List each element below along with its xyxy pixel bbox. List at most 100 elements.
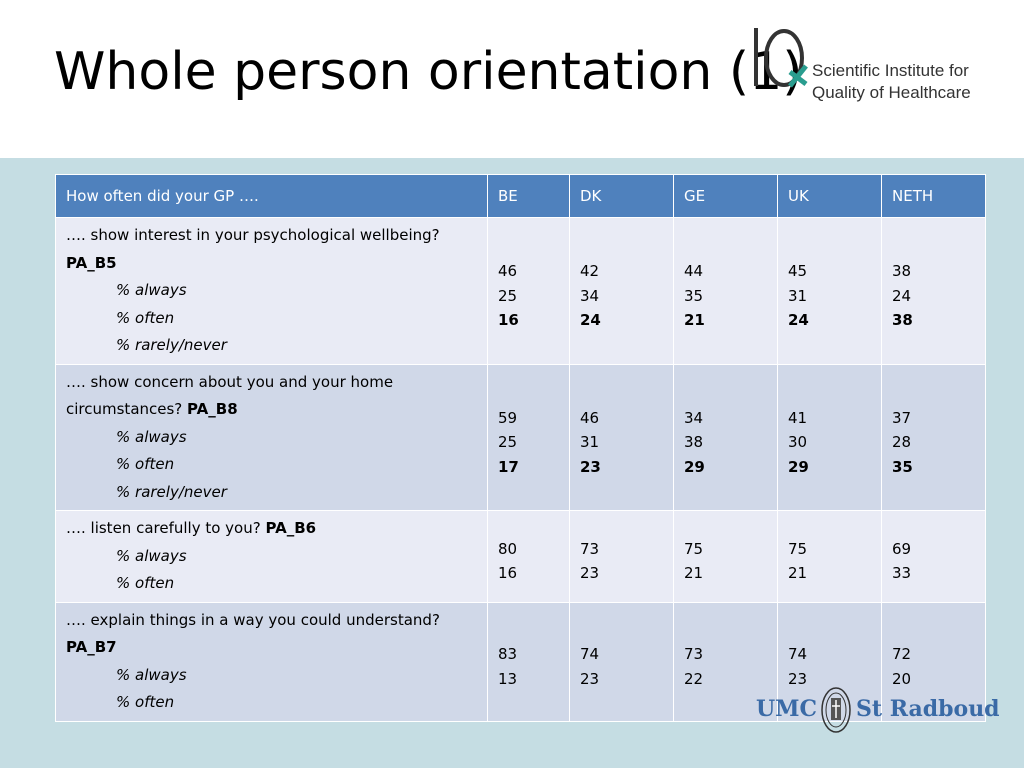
value: 74	[788, 645, 808, 663]
value: 31	[580, 433, 600, 451]
value: 21	[788, 564, 808, 583]
question-text: …. show interest in your psychological w…	[66, 226, 440, 244]
slide-title: Whole person orientation (1)	[54, 42, 803, 102]
value: 59	[498, 408, 518, 427]
value: 21	[684, 564, 704, 583]
value: 75	[684, 539, 704, 558]
value: 23	[788, 669, 808, 688]
value-cell-be: 83 13	[487, 601, 570, 722]
value: 38	[892, 262, 912, 280]
value: 35	[684, 286, 704, 305]
value-cell-neth: 37 28 35	[881, 363, 986, 511]
table-header-row: How often did your GP …. BE DK GE UK NET…	[55, 174, 986, 218]
option-label: % always	[116, 427, 187, 446]
header-dk: DK	[569, 174, 674, 218]
value-cell-ge: 34 38 29	[673, 363, 778, 511]
value: 29	[788, 457, 809, 476]
umc-logo-left-text: UMC	[756, 696, 818, 722]
umc-logo-right-text: St Radboud	[856, 696, 1000, 722]
value-cell-neth: 38 24 38	[881, 217, 986, 365]
value: 20	[892, 669, 912, 688]
value: 21	[684, 311, 705, 329]
header-ge: GE	[673, 174, 778, 218]
iq-logo-line2: Quality of Healthcare	[812, 83, 971, 102]
value: 34	[684, 408, 704, 427]
value: 29	[684, 457, 705, 476]
value: 44	[684, 262, 704, 280]
value: 80	[498, 539, 518, 558]
question-cell: …. show interest in your psychological w…	[55, 217, 488, 365]
question-cell: …. listen carefully to you? PA_B6 % alwa…	[55, 510, 488, 603]
iq-logo: Scientific Institute for Quality of Heal…	[748, 22, 1008, 122]
value-cell-uk: 41 30 29	[777, 363, 882, 511]
value: 42	[580, 262, 600, 280]
question-code: PA_B6	[265, 519, 317, 537]
value: 45	[788, 262, 808, 280]
option-label: % always	[116, 546, 187, 565]
value: 83	[498, 645, 518, 663]
value-cell-neth: 69 33	[881, 510, 986, 603]
value-cell-ge: 73 22	[673, 601, 778, 722]
option-label: % rarely/never	[116, 336, 227, 354]
value: 24	[580, 311, 601, 329]
value: 23	[580, 457, 601, 476]
table-row: …. explain things in a way you could und…	[55, 601, 986, 722]
value-cell-dk: 42 34 24	[569, 217, 674, 365]
value: 30	[788, 433, 808, 451]
header-neth: NETH	[881, 174, 986, 218]
value: 17	[498, 457, 519, 476]
question-code: PA_B5	[66, 253, 117, 272]
value: 38	[684, 433, 704, 451]
value-cell-dk: 46 31 23	[569, 363, 674, 511]
value: 35	[892, 457, 913, 476]
header-be: BE	[487, 174, 570, 218]
table-row: …. listen carefully to you? PA_B6 % alwa…	[55, 510, 986, 603]
question-cell: …. show concern about you and your home …	[55, 363, 488, 511]
iq-logo-text: Scientific Institute for Quality of Heal…	[812, 60, 971, 104]
value: 25	[498, 286, 518, 305]
value: 72	[892, 645, 912, 663]
value-cell-uk: 75 21	[777, 510, 882, 603]
value: 33	[892, 564, 912, 583]
value: 23	[580, 564, 600, 583]
value-cell-neth: 72 20	[881, 601, 986, 722]
question-cell: …. explain things in a way you could und…	[55, 601, 488, 722]
header-uk: UK	[777, 174, 882, 218]
value: 16	[498, 311, 519, 329]
value: 24	[892, 286, 912, 305]
value: 73	[684, 645, 704, 663]
title-area: Whole person orientation (1) Scientific …	[0, 0, 1024, 158]
value: 46	[580, 408, 600, 427]
value: 28	[892, 433, 912, 451]
table-row: …. show concern about you and your home …	[55, 363, 986, 511]
umc-logo: UMC St Radboud	[756, 684, 1000, 736]
option-label: % often	[116, 693, 175, 711]
value: 22	[684, 669, 704, 688]
value: 37	[892, 408, 912, 427]
option-label: % always	[116, 281, 187, 299]
question-text: …. explain things in a way you could und…	[66, 610, 440, 629]
value: 13	[498, 669, 518, 688]
question-text: …. show concern about you and your home …	[66, 372, 394, 419]
option-label: % always	[116, 665, 187, 684]
iq-logo-line1: Scientific Institute for	[812, 61, 969, 80]
value: 25	[498, 433, 518, 451]
value: 38	[892, 311, 913, 329]
value-cell-be: 46 25 16	[487, 217, 570, 365]
option-label: % rarely/never	[116, 482, 227, 501]
value: 41	[788, 408, 808, 427]
value-cell-dk: 74 23	[569, 601, 674, 722]
iq-logo-mark-icon	[754, 28, 808, 88]
value-cell-ge: 75 21	[673, 510, 778, 603]
value: 34	[580, 286, 600, 305]
umc-crest-icon	[821, 687, 851, 733]
question-code: PA_B8	[187, 400, 238, 418]
option-label: % often	[116, 455, 175, 473]
value-cell-uk: 74 23	[777, 601, 882, 722]
value: 73	[580, 539, 600, 558]
value: 16	[498, 564, 518, 583]
value-cell-be: 80 16	[487, 510, 570, 603]
value: 75	[788, 539, 808, 558]
survey-table: How often did your GP …. BE DK GE UK NET…	[55, 174, 986, 722]
value: 24	[788, 311, 809, 329]
